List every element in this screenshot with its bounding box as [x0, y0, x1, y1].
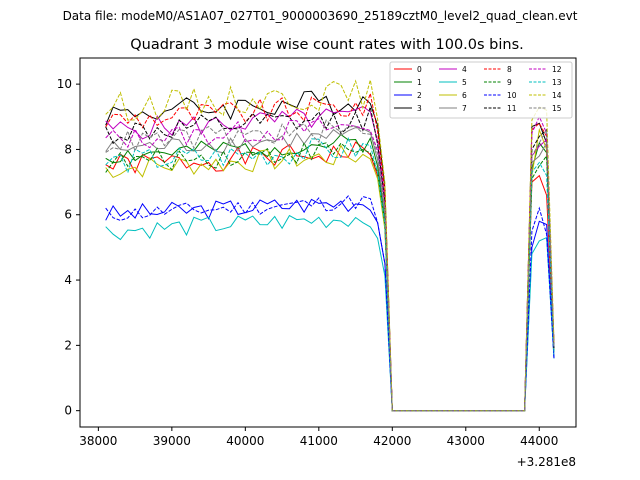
x-offset-label: +3.281e8: [517, 455, 576, 469]
legend-label-0: 0: [417, 65, 422, 74]
legend-label-7: 7: [462, 104, 467, 113]
legend-label-12: 12: [552, 65, 562, 74]
legend-label-14: 14: [552, 91, 562, 100]
legend-label-11: 11: [507, 104, 517, 113]
x-tick-label: 41000: [300, 434, 338, 448]
legend-label-2: 2: [417, 91, 422, 100]
legend-label-6: 6: [462, 91, 467, 100]
y-tick-label: 4: [64, 273, 72, 287]
series-layer: [105, 79, 555, 412]
legend-label-9: 9: [507, 78, 512, 87]
x-tick-label: 44000: [520, 434, 558, 448]
legend-label-13: 13: [552, 78, 562, 87]
legend-label-10: 10: [507, 91, 517, 100]
plot-area: 38000 39000 40000 41000 42000 43000 44000 0 2 4 6…: [57, 57, 577, 469]
legend-label-1: 1: [417, 78, 422, 87]
series-line-11: [105, 106, 555, 412]
series-line-13: [105, 137, 555, 412]
series-line-14: [105, 79, 555, 412]
y-tick-label: 8: [64, 142, 72, 156]
legend-label-8: 8: [507, 65, 512, 74]
x-tick-label: 38000: [79, 434, 117, 448]
axes-frame: [79, 57, 577, 428]
chart-suptitle: Data file: modeM0/AS1A07_027T01_90000036…: [63, 9, 578, 23]
y-axis: 0 2 4 6 8 10: [57, 77, 80, 418]
y-tick-label: 10: [57, 77, 72, 91]
legend-label-4: 4: [462, 65, 467, 74]
y-tick-label: 6: [64, 208, 72, 222]
series-line-15: [105, 119, 555, 412]
legend-label-3: 3: [417, 104, 422, 113]
legend-label-5: 5: [462, 78, 467, 87]
x-axis: 38000 39000 40000 41000 42000 43000 44000: [79, 427, 558, 448]
x-tick-label: 40000: [226, 434, 264, 448]
legend-frame: [389, 61, 573, 119]
axes-background: [80, 58, 576, 427]
y-tick-label: 2: [64, 338, 72, 352]
y-tick-label: 0: [64, 404, 72, 418]
legend-label-15: 15: [552, 104, 562, 113]
x-tick-label: 39000: [153, 434, 191, 448]
x-tick-label: 43000: [447, 434, 485, 448]
chart-title: Quadrant 3 module wise count rates with …: [130, 37, 524, 53]
x-tick-label: 42000: [373, 434, 411, 448]
